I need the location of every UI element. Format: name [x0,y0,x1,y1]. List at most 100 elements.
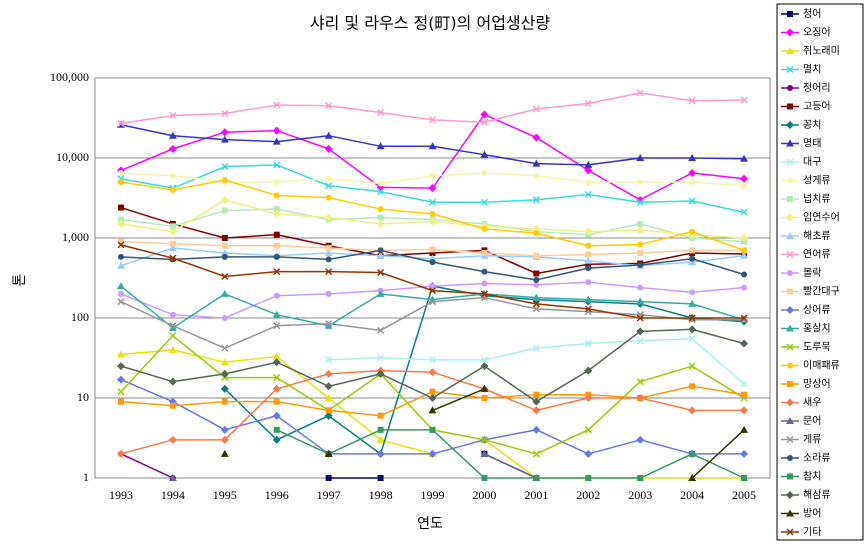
legend-label: 청어 [803,8,821,20]
data-point [169,186,176,193]
legend-label: 상어류 [803,304,831,316]
y-tick-label: 1,000 [62,230,89,244]
legend-marker [786,65,794,74]
data-point [377,354,385,362]
data-point [117,241,125,249]
data-point [428,356,437,364]
data-point [636,314,644,322]
data-point [584,256,593,264]
data-point [688,362,696,370]
data-point [585,261,592,268]
data-point [220,425,229,434]
data-point [428,368,437,377]
data-point [376,142,385,150]
data-point [584,339,592,348]
data-point [169,322,177,330]
x-axis-label: 연도 [417,516,443,532]
legend-label: 쥐노래미 [803,45,840,57]
data-point [480,198,488,206]
data-point [272,352,281,360]
y-tick-label: 100,000 [50,70,89,84]
legend-marker [786,509,794,517]
data-point [168,435,177,444]
data-point [584,99,592,108]
legend-label: 성게류 [803,175,831,187]
y-tick-label: 10,000 [56,150,89,164]
data-point [689,450,696,457]
data-point [117,290,124,297]
data-point [273,292,280,299]
data-point [376,219,385,228]
data-point [117,179,124,186]
data-point [481,280,488,287]
data-point [221,109,229,118]
data-point [740,449,749,458]
data-point [532,450,540,458]
data-point [429,249,436,256]
data-point [273,242,280,249]
legend-marker [787,85,793,91]
data-point [273,161,281,169]
data-point [740,339,749,348]
legend-marker [787,288,793,295]
data-point [324,449,333,457]
data-point [116,219,125,228]
data-point [637,284,644,291]
x-tick-label: 2004 [680,488,704,502]
data-point [637,220,644,227]
data-point [324,144,333,153]
data-point [689,179,696,186]
data-point [376,435,385,443]
data-point [117,169,124,176]
data-point [637,261,644,268]
legend-label: 대구 [803,156,821,168]
y-tick-label: 100 [71,310,89,324]
data-point [532,300,540,308]
legend-label: 해삼류 [803,488,831,501]
data-point [325,356,333,364]
data-point [377,475,384,481]
data-point [169,111,177,120]
data-point [636,327,645,336]
data-point [740,380,748,388]
data-point [584,426,592,434]
data-point [220,135,229,143]
data-point [169,311,176,318]
x-tick-label: 1999 [421,488,445,502]
data-point [116,282,125,290]
data-point [428,142,437,150]
legend-label: 홍살치 [803,322,831,335]
legend-marker [786,139,794,147]
data-point [636,435,645,444]
x-tick-label: 1994 [161,488,185,502]
data-point [584,305,592,313]
data-point [741,475,748,481]
data-point [480,384,489,392]
legend-label: 꽁치 [803,119,821,131]
data-point [481,395,488,401]
data-point [325,194,332,201]
data-point [532,344,540,352]
data-point [480,436,488,444]
data-point [168,377,177,386]
x-tick-label: 1998 [369,488,393,502]
data-point [221,242,228,249]
legend-label: 오징어 [803,27,831,39]
data-point [168,131,177,139]
data-point [428,394,437,402]
data-point [377,188,385,196]
data-point [585,251,592,258]
data-point [169,240,176,247]
legend-label: 이매패류 [803,360,840,372]
data-point [273,206,280,213]
legend-label: 명태 [803,138,821,150]
series-line [432,388,745,479]
data-point [585,279,592,286]
data-point [585,242,592,249]
legend-label: 볼락 [803,267,821,279]
data-point [169,223,176,230]
data-point [480,118,488,126]
data-point [324,394,333,401]
data-point [221,398,228,405]
data-point [117,238,124,245]
